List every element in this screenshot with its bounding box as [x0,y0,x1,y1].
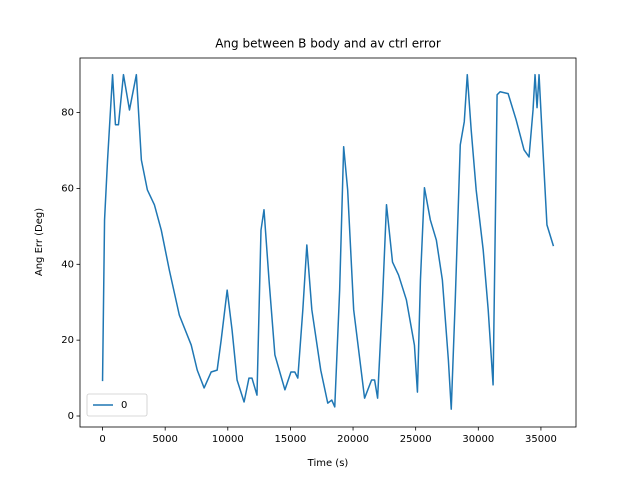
x-tick-label: 5000 [152,434,177,445]
y-tick-label: 0 [68,411,74,422]
y-axis-label: Ang Err (Deg) [34,208,45,276]
y-tick-label: 60 [61,183,74,194]
line-series [101,73,555,410]
x-axis-label: Time (s) [307,458,349,469]
x-tick-label: 15000 [275,434,307,445]
x-tick-label: 35000 [525,434,557,445]
x-tick-label: 20000 [337,434,369,445]
x-tick-label: 0 [99,434,105,445]
chart-title: Ang between B body and av ctrl error [215,37,441,51]
plot-frame [79,57,577,428]
y-tick-label: 40 [61,259,74,270]
legend-box [86,393,148,417]
legend-label: 0 [121,400,127,411]
x-tick-label: 10000 [212,434,244,445]
y-tick-label: 80 [61,108,74,119]
y-tick-label: 20 [61,335,74,346]
x-tick-label: 25000 [400,434,432,445]
x-tick-label: 30000 [462,434,494,445]
